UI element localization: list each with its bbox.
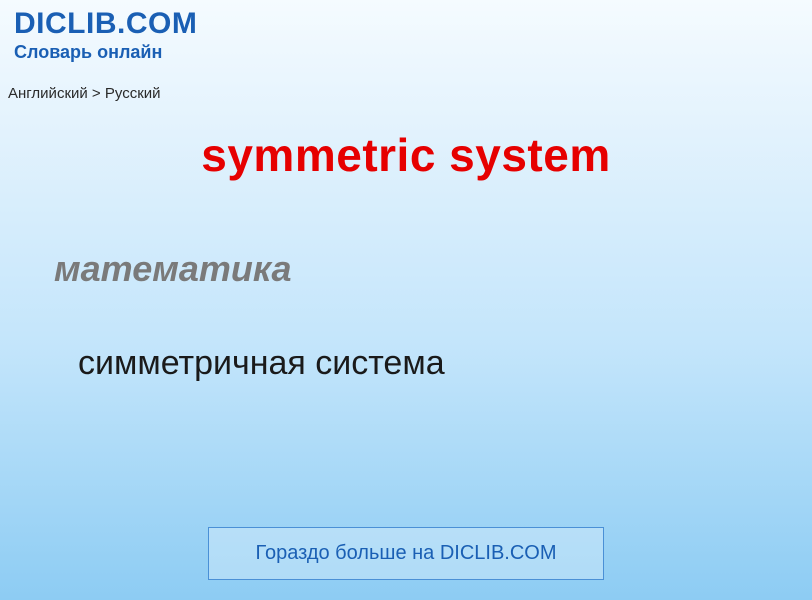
- entry-translation: симметричная система: [78, 344, 804, 383]
- site-name[interactable]: DICLIB.COM: [14, 8, 798, 40]
- site-subtitle: Словарь онлайн: [14, 42, 798, 63]
- cta-container: Гораздо больше на DICLIB.COM: [0, 527, 812, 580]
- entry-term: symmetric system: [8, 128, 804, 182]
- entry-content: symmetric system математика симметричная…: [0, 128, 812, 383]
- breadcrumb: Английский > Русский: [0, 67, 812, 102]
- entry-category: математика: [54, 248, 804, 290]
- site-header: DICLIB.COM Словарь онлайн: [0, 0, 812, 67]
- more-on-diclib-button[interactable]: Гораздо больше на DICLIB.COM: [208, 527, 603, 580]
